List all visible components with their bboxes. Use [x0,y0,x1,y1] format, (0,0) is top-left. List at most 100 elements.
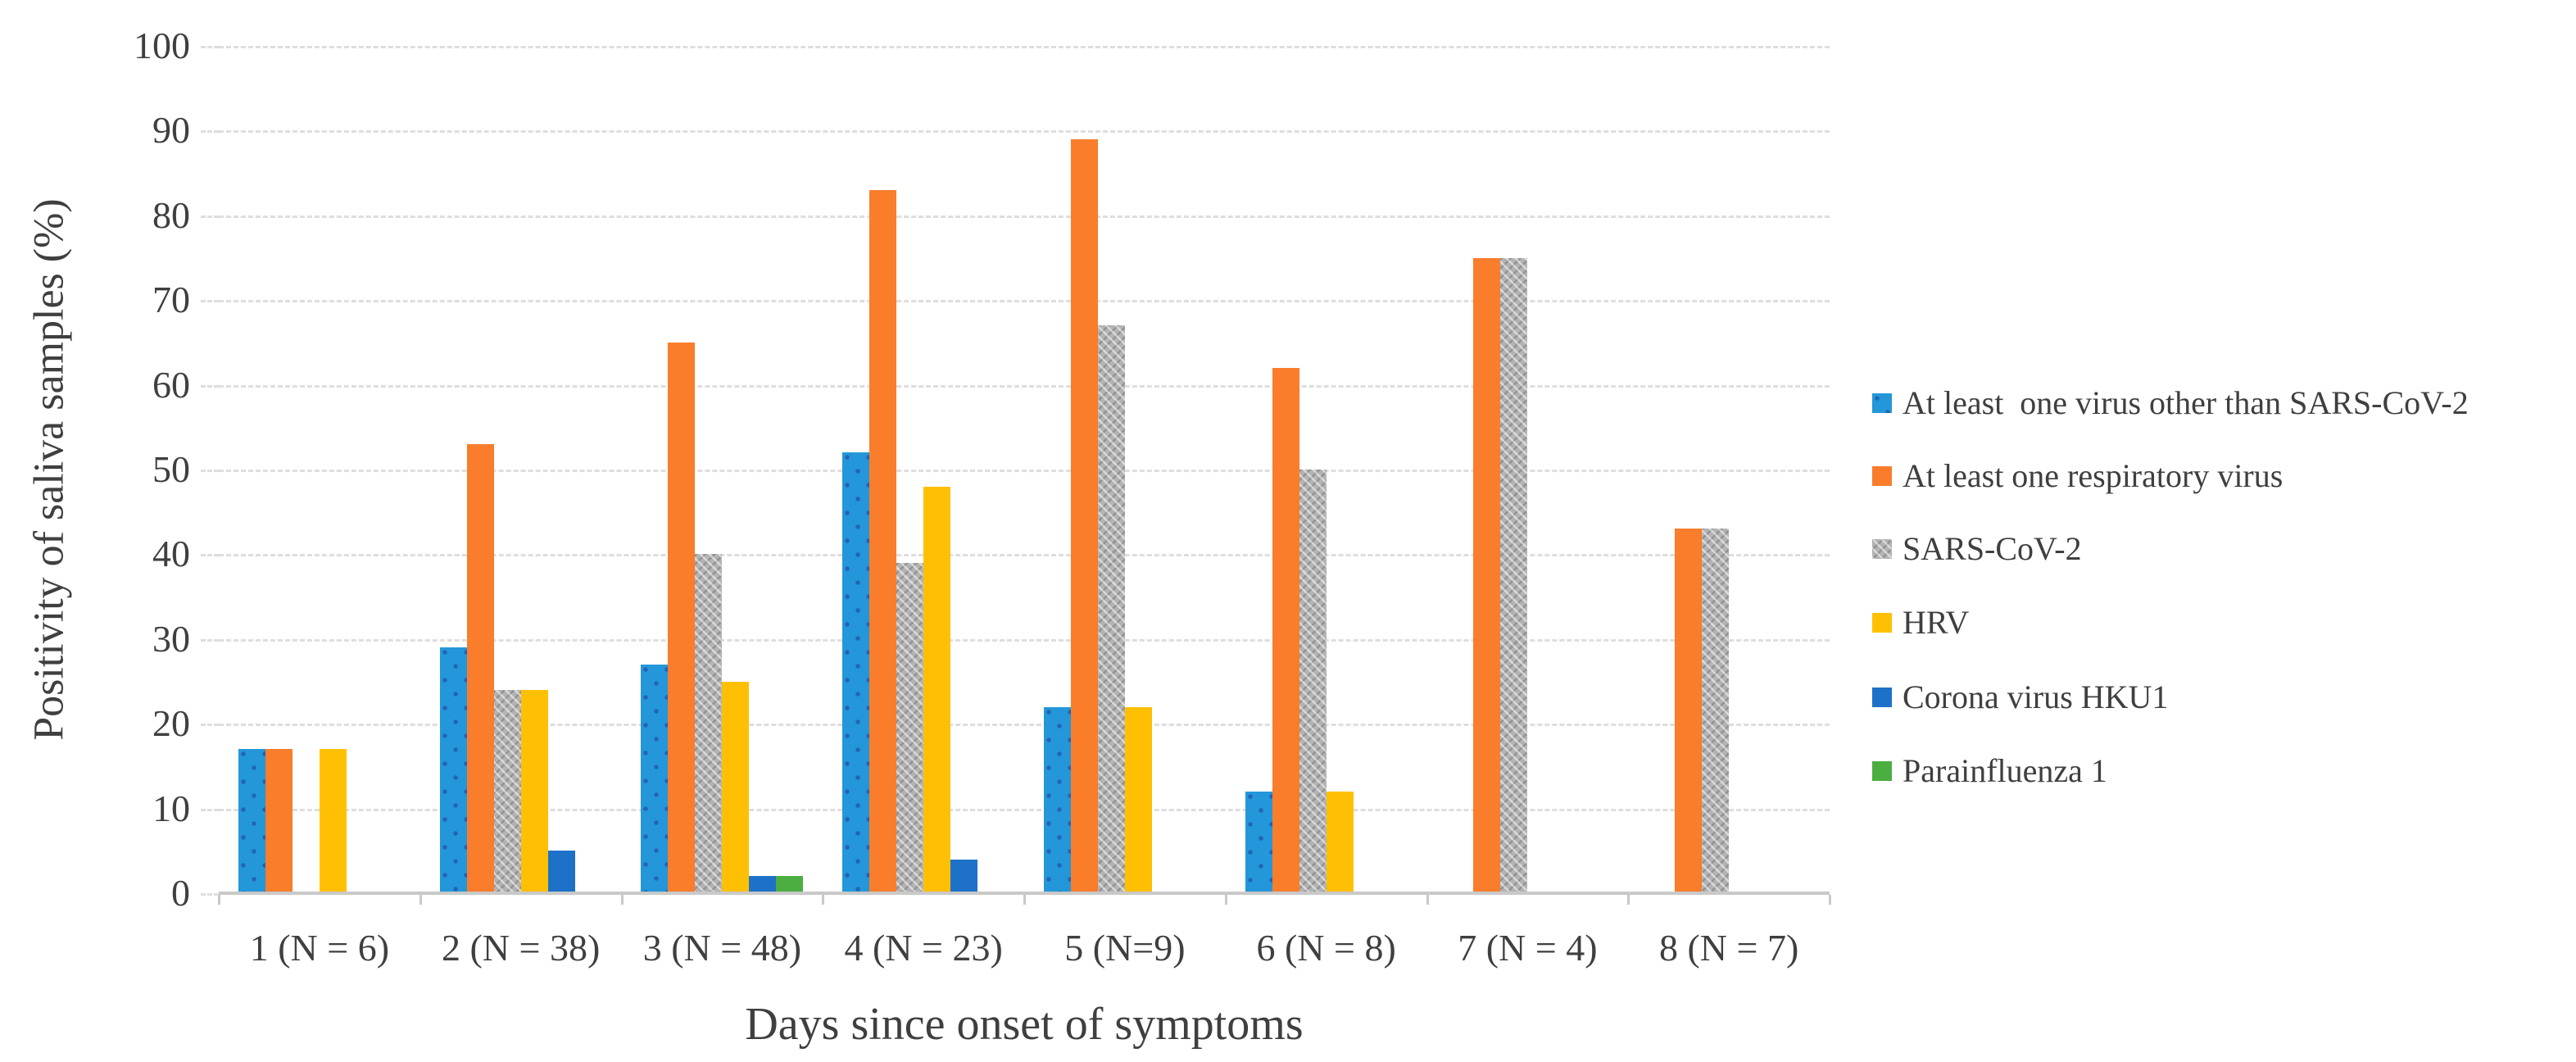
gridline [219,638,1830,642]
bar [520,689,548,893]
y-tick-mark [201,384,219,388]
x-tick-mark [419,895,422,905]
y-tick-mark [201,724,219,727]
legend-swatch [1872,539,1892,559]
x-tick-label: 2 (N = 38) [441,927,601,969]
bar [547,851,575,893]
plot-area [219,46,1830,893]
bar [439,647,467,893]
x-tick-mark [1627,895,1630,905]
bar [641,664,669,893]
legend-label: Parainfluenza 1 [1903,752,2107,789]
bar [1473,257,1501,893]
x-tick-mark [218,895,220,905]
x-tick-label: 1 (N = 6) [249,927,390,969]
y-tick-label: 60 [152,363,190,406]
bar [1097,325,1125,893]
y-tick-mark [201,808,219,811]
legend-swatch [1872,393,1892,413]
gridline [219,808,1830,811]
y-tick-label: 0 [171,872,190,914]
y-tick-label: 20 [152,702,190,745]
bar [1245,791,1272,893]
gridline [219,46,1830,48]
legend-swatch [1872,466,1892,486]
bar [923,486,951,893]
x-tick-mark [620,895,624,905]
y-tick-label: 70 [152,279,190,321]
y-tick-label: 40 [152,533,190,575]
legend-item: Parainfluenza 1 [1872,753,2107,789]
bar [238,749,265,893]
bar [668,342,696,893]
x-tick-label: 8 (N = 7) [1658,927,1799,969]
y-tick-label: 10 [152,787,190,829]
x-tick-label: 4 (N = 23) [844,927,1003,969]
legend-item: SARS-CoV-2 [1872,531,2082,567]
bar [493,689,521,893]
x-tick-mark [1023,895,1026,905]
legend-label: Corona virus HKU1 [1903,678,2169,715]
gridline [219,554,1830,557]
y-tick-label: 30 [152,617,190,660]
legend-item: HRV [1872,605,1969,641]
legend-swatch [1872,688,1892,707]
bar [1500,257,1528,893]
x-tick-mark [822,895,825,905]
x-tick-mark [1224,895,1227,905]
x-tick-label: 7 (N = 4) [1458,927,1598,969]
y-tick-label: 50 [152,448,190,490]
bar [749,876,777,893]
bar [319,749,347,893]
y-tick-mark [201,300,219,303]
bar [869,189,897,893]
legend-label: HRV [1903,604,1970,641]
x-tick-label: 6 (N = 8) [1256,927,1396,969]
bar [896,562,924,893]
y-tick-mark [201,554,219,557]
y-tick-mark [201,215,219,218]
legend-item: At least one respiratory virus [1872,458,2283,494]
bar [776,876,804,893]
y-tick-label: 80 [152,193,190,236]
legend-swatch [1872,613,1892,633]
gridline [219,724,1830,727]
legend-label: SARS-CoV-2 [1903,530,2082,567]
legend-label: At least one virus other than SARS-CoV-2 [1903,384,2469,421]
x-tick-mark [1426,895,1429,905]
bar [265,749,293,893]
x-tick-mark [1829,895,1831,905]
legend-item: Corona virus HKU1 [1872,679,2168,715]
legend-label: At least one respiratory virus [1903,457,2283,494]
bar [1070,138,1098,893]
y-tick-label: 90 [152,109,190,152]
bar [1272,367,1299,893]
gridline [219,470,1830,472]
x-axis-line [219,892,1830,895]
bar [1702,529,1730,893]
y-tick-mark [201,46,219,48]
gridline [219,130,1830,134]
y-tick-mark [201,893,219,896]
bar [842,452,870,893]
bar [1043,706,1071,893]
x-tick-label: 3 (N = 48) [642,927,802,969]
legend-item: At least one virus other than SARS-CoV-2 [1872,385,2469,421]
legend-swatch [1872,761,1892,781]
y-tick-mark [201,130,219,134]
bar [1124,706,1152,893]
x-tick-label: 5 (N=9) [1064,927,1186,969]
bar [722,681,750,893]
x-axis-title: Days since onset of symptoms [745,999,1304,1050]
y-tick-mark [201,470,219,472]
bar [695,554,723,893]
gridline [219,215,1830,218]
bar [1675,529,1703,893]
gridline [219,384,1830,388]
y-tick-mark [201,638,219,642]
y-tick-label: 100 [134,25,190,66]
bar [1299,470,1327,893]
gridline [219,300,1830,303]
bar [466,443,494,893]
